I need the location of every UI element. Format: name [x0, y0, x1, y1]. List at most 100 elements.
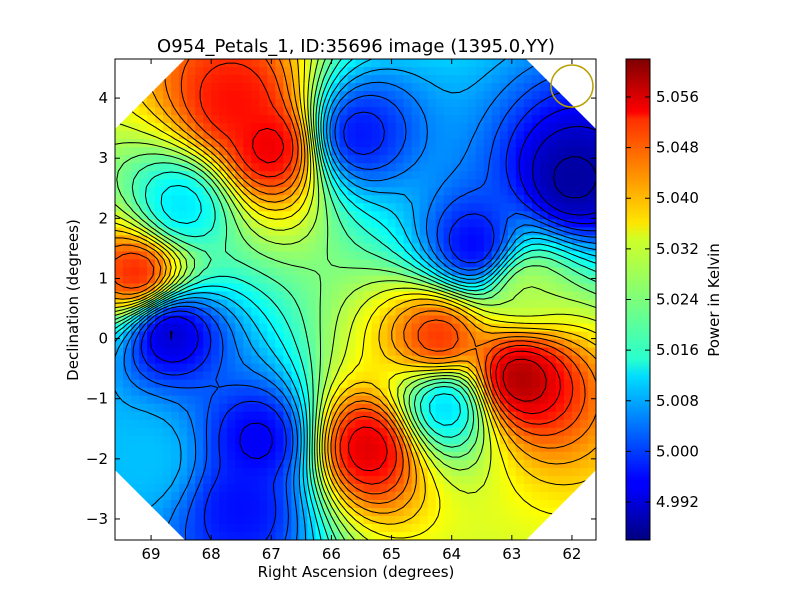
heatmap-cell: [555, 227, 565, 236]
heatmap-cell: [403, 131, 413, 140]
heatmap-cell: [195, 411, 204, 421]
heatmap-cell: [147, 203, 156, 212]
heatmap-cell: [115, 483, 124, 493]
heatmap-cell: [443, 315, 453, 325]
heatmap-cell: [403, 83, 413, 92]
heatmap-cell: [163, 155, 172, 164]
heatmap-cell: [267, 387, 276, 397]
heatmap-cell: [187, 179, 196, 188]
heatmap-cell: [387, 435, 397, 445]
heatmap-cell: [227, 419, 236, 429]
heatmap-cell: [571, 211, 581, 220]
heatmap-cell: [179, 315, 188, 325]
heatmap-cell: [243, 339, 252, 349]
heatmap-cell: [403, 411, 413, 421]
heatmap-cell: [211, 59, 220, 68]
heatmap-cell: [219, 75, 228, 84]
heatmap-cell: [219, 195, 228, 204]
heatmap-cell: [139, 219, 148, 228]
heatmap-cell: [491, 155, 501, 164]
heatmap-cell: [187, 515, 196, 525]
heatmap-cell: [507, 259, 517, 269]
heatmap-cell: [499, 523, 509, 533]
heatmap-cell: [435, 507, 445, 517]
heatmap-cell: [499, 331, 509, 341]
heatmap-cell: [147, 115, 156, 124]
heatmap-cell: [275, 219, 284, 228]
heatmap-cell: [371, 259, 381, 269]
heatmap-cell: [491, 163, 501, 172]
heatmap-cell: [371, 363, 381, 373]
heatmap-cell: [203, 467, 212, 477]
heatmap-cell: [139, 163, 148, 172]
heatmap-cell: [539, 99, 549, 108]
heatmap-cell: [539, 203, 549, 212]
heatmap-cell: [507, 339, 517, 349]
heatmap-cell: [491, 515, 501, 525]
heatmap-cell: [403, 195, 413, 204]
heatmap-cell: [203, 419, 212, 429]
heatmap-cell: [163, 283, 172, 293]
heatmap-cell: [403, 459, 413, 469]
heatmap-cell: [411, 395, 421, 405]
heatmap-cell: [491, 219, 501, 228]
heatmap-cell: [579, 467, 589, 477]
heatmap-cell: [283, 315, 292, 325]
heatmap-cell: [483, 75, 493, 84]
heatmap-cell: [115, 251, 124, 261]
heatmap-cell: [587, 291, 596, 301]
heatmap-cell: [579, 83, 589, 92]
heatmap-cell: [491, 507, 501, 517]
heatmap-cell: [171, 459, 180, 469]
heatmap-cell: [299, 267, 308, 277]
heatmap-cell: [411, 451, 421, 461]
heatmap-cell: [331, 235, 341, 244]
heatmap-cell: [587, 483, 596, 493]
heatmap-cell: [507, 403, 517, 413]
heatmap-cell: [331, 339, 341, 349]
heatmap-cell: [163, 235, 172, 244]
heatmap-cell: [451, 187, 461, 196]
heatmap-cell: [283, 427, 292, 437]
heatmap-cell: [563, 403, 573, 413]
heatmap-cell: [315, 155, 325, 164]
heatmap-cell: [235, 67, 244, 76]
heatmap-cell: [363, 251, 373, 261]
heatmap-cell: [459, 379, 469, 389]
heatmap-cell: [347, 331, 357, 341]
heatmap-cell: [315, 339, 325, 349]
heatmap-cell: [187, 299, 196, 309]
heatmap-cell: [371, 467, 381, 477]
heatmap-cell: [539, 395, 549, 405]
heatmap-cell: [227, 339, 236, 349]
heatmap-cell: [179, 243, 188, 252]
heatmap-cell: [395, 259, 405, 269]
heatmap-cell: [507, 523, 517, 533]
heatmap-cell: [547, 147, 557, 156]
heatmap-cell: [275, 379, 284, 389]
heatmap-cell: [459, 331, 469, 341]
heatmap-cell: [179, 59, 188, 68]
heatmap-cell: [491, 483, 501, 493]
heatmap-cell: [299, 371, 308, 381]
heatmap-cell: [307, 99, 317, 108]
heatmap-cell: [195, 291, 204, 301]
heatmap-cell: [115, 315, 124, 325]
heatmap-cell: [579, 419, 589, 429]
heatmap-cell: [539, 243, 549, 252]
heatmap-cell: [475, 131, 485, 140]
heatmap-cell: [523, 507, 533, 517]
heatmap-cell: [531, 139, 541, 148]
heatmap-cell: [347, 483, 357, 493]
heatmap-cell: [403, 395, 413, 405]
heatmap-cell: [259, 355, 268, 365]
heatmap-cell: [547, 219, 557, 228]
heatmap-cell: [179, 339, 188, 349]
heatmap-cell: [395, 411, 405, 421]
heatmap-cell: [411, 179, 421, 188]
heatmap-cell: [459, 251, 469, 261]
heatmap-cell: [467, 467, 477, 477]
heatmap-cell: [267, 163, 276, 172]
heatmap-cell: [235, 155, 244, 164]
heatmap-cell: [291, 395, 300, 405]
